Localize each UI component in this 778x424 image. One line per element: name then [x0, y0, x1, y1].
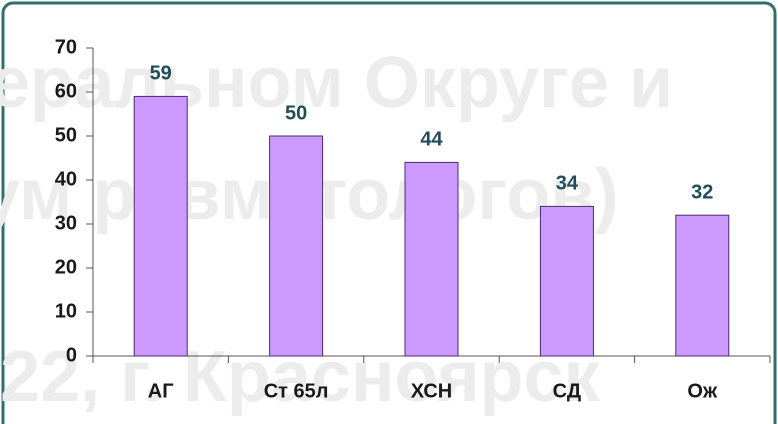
bar [269, 135, 324, 357]
y-tick-label: 0 [66, 344, 77, 366]
bar [404, 161, 459, 357]
data-label: 34 [556, 173, 579, 195]
y-tick-label: 50 [55, 124, 77, 146]
x-tick-label: АГ [148, 380, 174, 402]
bar [133, 95, 188, 357]
x-tick-label: Ст 65л [264, 380, 329, 402]
x-tick-label: Ож [687, 380, 718, 402]
y-tick-label: 10 [55, 300, 77, 322]
y-tick-label: 20 [55, 256, 77, 278]
x-tick-label: ХСН [411, 380, 452, 402]
x-tick-label: СД [553, 380, 581, 402]
data-label: 59 [150, 63, 172, 85]
data-label: 32 [691, 181, 713, 203]
bar [675, 214, 730, 357]
data-label: 50 [285, 102, 307, 124]
y-tick-label: 30 [55, 212, 77, 234]
data-label: 44 [420, 129, 443, 151]
bar [539, 205, 594, 357]
y-tick-label: 40 [55, 168, 77, 190]
y-tick-label: 70 [55, 36, 77, 58]
watermark: еральном Округе и [0, 43, 673, 123]
y-tick-label: 60 [55, 80, 77, 102]
